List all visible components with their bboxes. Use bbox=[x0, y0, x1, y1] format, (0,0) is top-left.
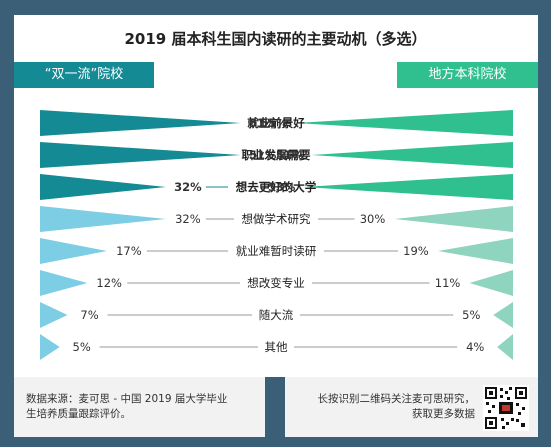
left-bar-5 bbox=[40, 270, 88, 296]
right-group-banner: 地方本科院校 bbox=[397, 62, 538, 88]
right-value-label-5: 11% bbox=[435, 276, 461, 290]
qr-instruction: 长按识别二维码关注麦可思研究， 获取更多数据 bbox=[300, 392, 476, 422]
qr-code-icon[interactable] bbox=[483, 385, 529, 431]
left-bar-4 bbox=[40, 238, 107, 264]
right-value-label-2: 53% bbox=[268, 180, 296, 194]
left-bar-7 bbox=[40, 334, 60, 360]
right-bar-6 bbox=[493, 302, 513, 328]
right-value-label-3: 30% bbox=[360, 212, 386, 226]
source-line-1: 数据来源：麦可思 - 中国 2019 届大学毕业 bbox=[26, 393, 228, 405]
right-bar-0 bbox=[295, 110, 513, 136]
guide-lines bbox=[99, 186, 458, 348]
right-bar-4 bbox=[437, 238, 513, 264]
qr-line-1: 长按识别二维码关注麦可思研究， bbox=[317, 393, 476, 405]
chart-title: 2019 届本科生国内读研的主要动机（多选） bbox=[124, 30, 427, 48]
category-label-3: 想做学术研究 bbox=[242, 212, 311, 226]
left-value-label-1: 51% bbox=[249, 148, 277, 162]
right-bar-2 bbox=[303, 174, 513, 200]
category-label-1: 职业发展需要 bbox=[242, 148, 311, 162]
left-bar-2 bbox=[40, 174, 166, 200]
left-value-label-4: 17% bbox=[116, 244, 142, 258]
right-bar-1 bbox=[311, 142, 513, 168]
left-value-label-0: 51% bbox=[249, 116, 277, 130]
left-value-label-2: 32% bbox=[174, 180, 202, 194]
category-label-0: 就业前景好 bbox=[247, 116, 305, 130]
right-value-label-1: 51% bbox=[276, 148, 304, 162]
right-bar-5 bbox=[469, 270, 513, 296]
category-label-5: 想改变专业 bbox=[247, 276, 305, 290]
right-value-label-7: 4% bbox=[466, 340, 484, 354]
left-group-banner: “双一流”院校 bbox=[14, 62, 154, 88]
category-label-4: 就业难暂时读研 bbox=[236, 244, 317, 258]
right-value-label-4: 19% bbox=[403, 244, 429, 258]
right-bar-3 bbox=[394, 206, 513, 232]
left-value-label-7: 5% bbox=[73, 340, 91, 354]
right-bars bbox=[295, 110, 513, 360]
left-value-label-6: 7% bbox=[80, 308, 98, 322]
right-value-label-0: 55% bbox=[260, 116, 288, 130]
left-value-label-5: 12% bbox=[96, 276, 122, 290]
left-bar-1 bbox=[40, 142, 241, 168]
right-bar-7 bbox=[497, 334, 513, 360]
left-bar-3 bbox=[40, 206, 166, 232]
category-label-2: 想去更好的大学 bbox=[235, 180, 317, 194]
left-bar-6 bbox=[40, 302, 68, 328]
source-line-2: 生培养质量跟踪评价。 bbox=[26, 408, 131, 420]
data-source-note: 数据来源：麦可思 - 中国 2019 届大学毕业 生培养质量跟踪评价。 bbox=[26, 392, 266, 422]
book-spine bbox=[265, 377, 285, 437]
left-value-label-3: 32% bbox=[175, 212, 201, 226]
left-bars bbox=[40, 110, 241, 360]
category-label-6: 随大流 bbox=[259, 308, 294, 322]
category-label-7: 其他 bbox=[265, 340, 288, 354]
left-bar-0 bbox=[40, 110, 241, 136]
right-value-label-6: 5% bbox=[462, 308, 480, 322]
qr-line-2: 获取更多数据 bbox=[412, 408, 475, 420]
